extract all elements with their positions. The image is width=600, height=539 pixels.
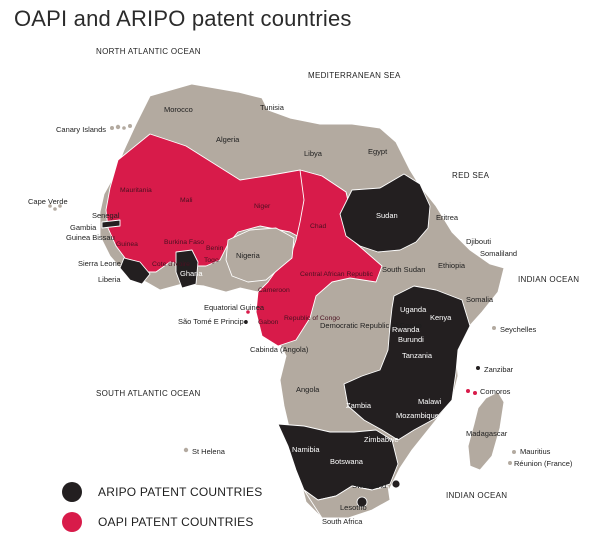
label-somalia: Somalia bbox=[466, 295, 494, 304]
legend-aripo-swatch bbox=[62, 482, 82, 502]
label-djibouti: Djibouti bbox=[466, 237, 491, 246]
cape-verde-shape bbox=[48, 204, 62, 211]
seychelles-shape bbox=[492, 326, 496, 330]
country-labels: Morocco Tunisia Algeria Libya Egypt Cana… bbox=[28, 103, 573, 526]
label-gabon: Gabon bbox=[258, 319, 279, 326]
zanzibar-shape bbox=[476, 366, 480, 370]
mauritius-shape bbox=[512, 450, 516, 454]
label-zambia: Zambia bbox=[346, 401, 372, 410]
label-gambia: Gambia bbox=[70, 223, 97, 232]
label-egypt: Egypt bbox=[368, 147, 388, 156]
st-helena-shape bbox=[183, 447, 189, 453]
label-botswana: Botswana bbox=[330, 457, 364, 466]
label-ghana: Ghana bbox=[180, 269, 203, 278]
legend-aripo-label: ARIPO PATENT COUNTRIES bbox=[98, 485, 263, 499]
label-zanzibar: Zanzibar bbox=[484, 365, 514, 374]
label-malawi: Malawi bbox=[418, 397, 442, 406]
label-comoros: Comoros bbox=[480, 387, 511, 396]
map-title: OAPI and ARIPO patent countries bbox=[14, 6, 352, 31]
label-zimbabwe: Zimbabwe bbox=[364, 435, 399, 444]
swaziland-shape bbox=[391, 479, 401, 489]
legend-oapi: OAPI PATENT COUNTRIES bbox=[62, 512, 254, 532]
label-mauritius: Mauritius bbox=[520, 447, 551, 456]
label-nigeria: Nigeria bbox=[236, 251, 261, 260]
label-guinea-bissau: Guinea Bissau bbox=[66, 233, 115, 242]
ocean-label-red-sea: RED SEA bbox=[452, 171, 490, 180]
label-guinea: Guinea bbox=[116, 241, 138, 248]
label-equatorial-guinea: Equatorial Guinea bbox=[204, 303, 265, 312]
label-drc: Democratic Republic of Congo bbox=[320, 321, 422, 330]
label-benin: Benin bbox=[206, 245, 224, 252]
reunion-shape bbox=[508, 461, 512, 465]
label-tunisia: Tunisia bbox=[260, 103, 285, 112]
lesotho-shape bbox=[356, 496, 368, 508]
label-canary-islands: Canary Islands bbox=[56, 125, 106, 134]
label-sudan: Sudan bbox=[376, 211, 398, 220]
aripo-east-shape bbox=[343, 285, 471, 441]
ocean-label-north-atlantic: NORTH ATLANTIC OCEAN bbox=[96, 47, 201, 56]
label-tanzania: Tanzania bbox=[402, 351, 433, 360]
label-burundi: Burundi bbox=[398, 335, 424, 344]
madagascar-shape bbox=[467, 391, 505, 471]
label-lesotho: Lesotho bbox=[340, 503, 367, 512]
label-eritrea: Eritrea bbox=[436, 213, 459, 222]
label-republic-congo: Republic of Congo bbox=[284, 315, 340, 322]
label-cape-verde: Cape Verde bbox=[28, 197, 68, 206]
label-cote-divoire: Cote d'Ivoire bbox=[152, 261, 190, 268]
label-burkina-faso: Burkina Faso bbox=[164, 239, 204, 246]
ocean-label-indian-ocean-2: INDIAN OCEAN bbox=[446, 491, 507, 500]
label-cabinda: Cabinda (Angola) bbox=[250, 345, 309, 354]
ocean-label-mediterranean: MEDITERRANEAN SEA bbox=[308, 71, 401, 80]
label-mali: Mali bbox=[180, 197, 193, 204]
label-south-sudan: South Sudan bbox=[382, 265, 425, 274]
ghana-shape bbox=[175, 249, 199, 289]
islands bbox=[48, 124, 516, 465]
label-reunion: Réunion (France) bbox=[514, 459, 573, 468]
gambia-shape bbox=[101, 219, 121, 229]
label-mozambique: Mozambique bbox=[396, 411, 439, 420]
eq-guinea-island-shape bbox=[246, 310, 250, 314]
label-ethiopia: Ethiopia bbox=[438, 261, 466, 270]
label-sao-tome: São Tomé E Principe bbox=[178, 317, 248, 326]
liberia-shape bbox=[119, 257, 151, 285]
nigeria-shape bbox=[225, 227, 295, 283]
country-shapes bbox=[99, 83, 505, 519]
label-libya: Libya bbox=[304, 149, 323, 158]
label-kenya: Kenya bbox=[430, 313, 452, 322]
label-cameroon: Cameroon bbox=[258, 287, 290, 294]
label-madagascar: Madagascar bbox=[466, 429, 508, 438]
label-mauritania: Mauritania bbox=[120, 187, 152, 194]
comoros-shape bbox=[466, 389, 477, 395]
oapi-west-shape bbox=[105, 133, 353, 273]
label-somaliland: Somaliland bbox=[480, 249, 517, 258]
label-uganda: Uganda bbox=[400, 305, 427, 314]
label-rwanda: Rwanda bbox=[392, 325, 420, 334]
canary-islands-shape bbox=[110, 124, 132, 130]
ocean-label-indian-ocean-1: INDIAN OCEAN bbox=[518, 275, 579, 284]
label-liberia: Liberia bbox=[98, 275, 121, 284]
label-swaziland: Swaziland bbox=[352, 481, 386, 490]
label-st-helena: St Helena bbox=[192, 447, 226, 456]
label-niger: Niger bbox=[254, 203, 271, 210]
sudan-shape bbox=[339, 173, 431, 253]
aripo-south-shape bbox=[277, 423, 399, 501]
label-sierra-leone: Sierra Leone bbox=[78, 259, 121, 268]
legend-oapi-swatch bbox=[62, 512, 82, 532]
label-algeria: Algeria bbox=[216, 135, 240, 144]
label-chad: Chad bbox=[310, 223, 326, 230]
label-car: Central African Republic bbox=[300, 271, 374, 278]
label-togo: Togo bbox=[204, 257, 219, 264]
label-senegal: Senegal bbox=[92, 211, 120, 220]
label-namibia: Namibia bbox=[292, 445, 320, 454]
south-africa-shape bbox=[303, 485, 391, 519]
legend-oapi-label: OAPI PATENT COUNTRIES bbox=[98, 515, 254, 529]
legend-aripo: ARIPO PATENT COUNTRIES bbox=[62, 482, 262, 502]
sao-tome-shape bbox=[244, 320, 248, 324]
label-angola: Angola bbox=[296, 385, 320, 394]
label-morocco: Morocco bbox=[164, 105, 193, 114]
label-seychelles: Seychelles bbox=[500, 325, 537, 334]
label-south-africa: South Africa bbox=[322, 517, 363, 526]
ocean-label-south-atlantic: SOUTH ATLANTIC OCEAN bbox=[96, 389, 201, 398]
